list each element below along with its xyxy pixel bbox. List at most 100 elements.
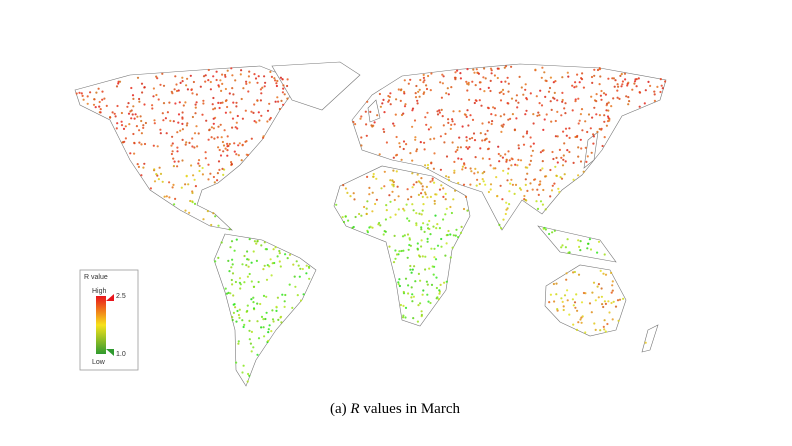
dot	[120, 120, 123, 123]
dot	[408, 243, 411, 247]
dot	[392, 185, 395, 188]
dot	[368, 186, 371, 189]
dot	[479, 147, 482, 150]
dot	[619, 74, 622, 77]
dot	[409, 78, 412, 81]
dot	[283, 305, 286, 308]
dot	[222, 173, 225, 176]
dot	[420, 177, 423, 180]
dot	[606, 322, 609, 326]
dot	[526, 172, 529, 175]
dot	[184, 143, 187, 146]
dot	[292, 263, 295, 266]
dot	[436, 113, 440, 116]
dot	[176, 165, 179, 168]
dot	[440, 96, 443, 99]
dot	[398, 278, 401, 281]
dot	[501, 88, 505, 91]
dot	[409, 264, 412, 268]
dot	[243, 281, 246, 284]
dot	[178, 101, 181, 104]
dot	[281, 293, 284, 296]
dot	[444, 213, 447, 216]
dot	[263, 264, 266, 267]
dot	[433, 202, 436, 205]
africa	[333, 165, 471, 327]
dot	[234, 126, 237, 129]
dot	[353, 198, 356, 201]
dot	[220, 136, 223, 139]
dot	[415, 148, 419, 151]
dot	[548, 301, 551, 304]
dot	[260, 244, 263, 247]
dot	[397, 283, 400, 286]
caption-prefix: (a)	[330, 401, 347, 417]
dot	[420, 182, 423, 185]
dot	[308, 277, 311, 280]
dot	[250, 137, 253, 140]
dot	[564, 112, 567, 115]
dot	[237, 154, 240, 157]
dot	[505, 160, 508, 163]
dot	[467, 83, 470, 86]
dot	[429, 233, 432, 236]
dot	[260, 315, 264, 318]
dot	[600, 127, 603, 130]
dot	[518, 187, 522, 190]
dot	[226, 149, 229, 152]
dot	[186, 77, 189, 80]
dot	[553, 229, 556, 232]
dot	[294, 285, 297, 288]
dot	[476, 71, 479, 74]
dot	[280, 321, 283, 324]
dot	[435, 227, 438, 230]
dot	[531, 149, 535, 152]
dot	[568, 150, 571, 154]
dot	[231, 272, 235, 275]
dot	[602, 92, 606, 95]
dot	[263, 75, 266, 78]
dot	[395, 153, 399, 156]
dot	[184, 101, 187, 104]
dot	[416, 99, 419, 102]
dot	[433, 256, 436, 259]
dot	[588, 238, 592, 241]
dot	[81, 94, 84, 97]
dot	[432, 273, 435, 276]
dot	[427, 300, 430, 303]
dot	[634, 78, 637, 81]
dot	[238, 142, 241, 145]
dot	[500, 90, 503, 93]
dot	[270, 274, 273, 277]
dot	[86, 102, 89, 105]
dot	[286, 84, 289, 88]
dot	[263, 335, 266, 338]
dot	[180, 186, 183, 189]
dot	[230, 67, 233, 70]
dot	[603, 136, 606, 139]
dot	[267, 328, 270, 331]
dot	[411, 172, 414, 175]
dot	[157, 98, 160, 101]
dot	[441, 115, 444, 118]
dot	[592, 142, 595, 145]
dot	[440, 237, 443, 241]
dot	[594, 328, 597, 331]
dot	[476, 171, 479, 174]
dot	[425, 87, 429, 91]
dot	[504, 65, 508, 68]
dot	[194, 185, 197, 188]
dot	[633, 82, 636, 85]
dot	[424, 255, 427, 258]
dot	[520, 86, 523, 89]
dot	[620, 72, 623, 76]
dot	[563, 142, 566, 145]
dot	[239, 73, 242, 76]
dot	[152, 95, 155, 98]
dot	[522, 93, 525, 96]
dot	[391, 190, 394, 193]
dot	[460, 158, 463, 161]
dot	[426, 223, 429, 226]
dot	[221, 82, 224, 85]
dot	[299, 267, 302, 270]
